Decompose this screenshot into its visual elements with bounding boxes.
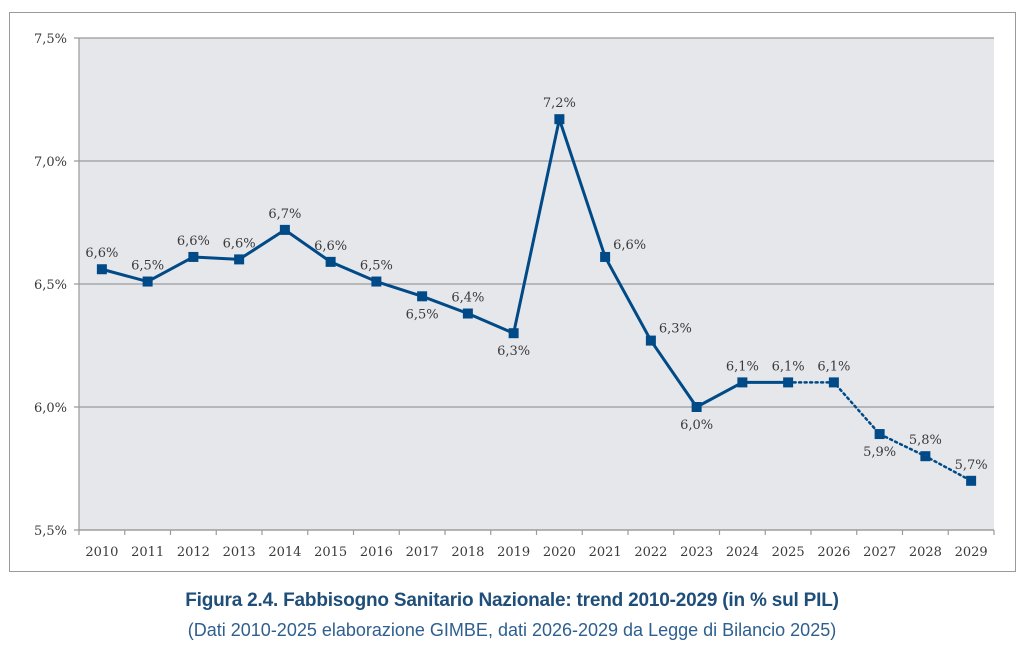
data-label: 6,1% xyxy=(772,359,805,374)
x-tick-label: 2023 xyxy=(680,545,713,560)
data-point-marker xyxy=(508,328,519,339)
x-tick-label: 2012 xyxy=(177,545,210,560)
data-label: 5,8% xyxy=(909,433,942,448)
data-label: 6,6% xyxy=(613,238,646,253)
data-label: 6,6% xyxy=(223,236,256,251)
x-tick-label: 2013 xyxy=(223,545,256,560)
chart-frame: 5,5% 6,0% 6,5% 7,0% 7,5% 2010 2011 2012 2013 2014… xyxy=(9,12,1016,572)
data-point-marker xyxy=(600,251,611,262)
data-point-marker xyxy=(417,291,428,302)
data-point-marker xyxy=(96,264,107,275)
data-point-marker xyxy=(737,377,748,388)
data-label: 6,6% xyxy=(314,239,347,254)
data-point-marker xyxy=(783,377,794,388)
y-tick-label: 7,0% xyxy=(34,155,67,170)
data-point-marker xyxy=(142,276,153,287)
data-point-marker xyxy=(371,276,382,287)
data-point-marker xyxy=(234,254,245,265)
data-label: 6,4% xyxy=(451,291,484,306)
data-label: 6,1% xyxy=(817,359,850,374)
data-point-marker xyxy=(874,429,885,440)
series-line-solid xyxy=(101,117,789,409)
x-tick-label: 2029 xyxy=(955,545,988,560)
data-label: 6,5% xyxy=(406,307,439,322)
y-tick-label: 7,5% xyxy=(34,32,67,47)
y-tick-label: 6,0% xyxy=(34,401,67,416)
data-point-marker xyxy=(462,308,473,319)
data-point-marker xyxy=(279,224,290,235)
x-tick-label: 2024 xyxy=(726,545,759,560)
data-point-marker xyxy=(645,335,656,346)
x-tick-label: 2014 xyxy=(268,545,301,560)
data-label: 6,5% xyxy=(360,259,393,274)
data-label: 6,7% xyxy=(268,207,301,222)
data-label: 5,9% xyxy=(863,445,896,460)
data-point-marker xyxy=(554,114,565,125)
y-tick-label: 5,5% xyxy=(34,524,67,539)
y-tick-label: 6,5% xyxy=(34,278,67,293)
data-point-marker xyxy=(188,251,199,262)
data-label: 6,0% xyxy=(680,418,713,433)
figure-caption-title: Figura 2.4. Fabbisogno Sanitario Naziona… xyxy=(185,590,839,611)
data-label: 6,6% xyxy=(177,234,210,249)
data-label: 6,5% xyxy=(131,259,164,274)
x-tick-label: 2027 xyxy=(863,545,896,560)
x-tick-label: 2028 xyxy=(909,545,942,560)
x-tick-label: 2017 xyxy=(406,545,439,560)
data-label: 6,6% xyxy=(85,246,118,261)
x-tick-label: 2025 xyxy=(772,545,805,560)
figure-caption-subtitle: (Dati 2010-2025 elaborazione GIMBE, dati… xyxy=(187,620,837,640)
data-point-marker xyxy=(920,451,931,462)
x-tick-label: 2010 xyxy=(85,545,118,560)
data-label: 5,7% xyxy=(955,458,988,473)
data-point-marker xyxy=(828,377,839,388)
data-point-marker xyxy=(691,402,702,412)
x-tick-label: 2018 xyxy=(451,545,484,560)
data-label: 6,1% xyxy=(726,359,759,374)
x-tick-label: 2021 xyxy=(589,545,622,560)
data-label: 6,3% xyxy=(659,322,692,337)
data-label: 7,2% xyxy=(543,96,576,111)
x-tick-label: 2011 xyxy=(131,545,164,560)
x-tick-label: 2019 xyxy=(497,545,530,560)
data-label: 6,3% xyxy=(497,344,530,359)
x-tick-label: 2020 xyxy=(543,545,576,560)
line-chart: 5,5% 6,0% 6,5% 7,0% 7,5% 2010 2011 2012 2013 2014… xyxy=(34,32,995,560)
x-tick-label: 2015 xyxy=(314,545,347,560)
x-tick-label: 2022 xyxy=(634,545,667,560)
x-tick-label: 2026 xyxy=(817,545,850,560)
data-point-marker xyxy=(325,256,336,267)
data-point-marker xyxy=(966,475,977,486)
x-tick-label: 2016 xyxy=(360,545,393,560)
